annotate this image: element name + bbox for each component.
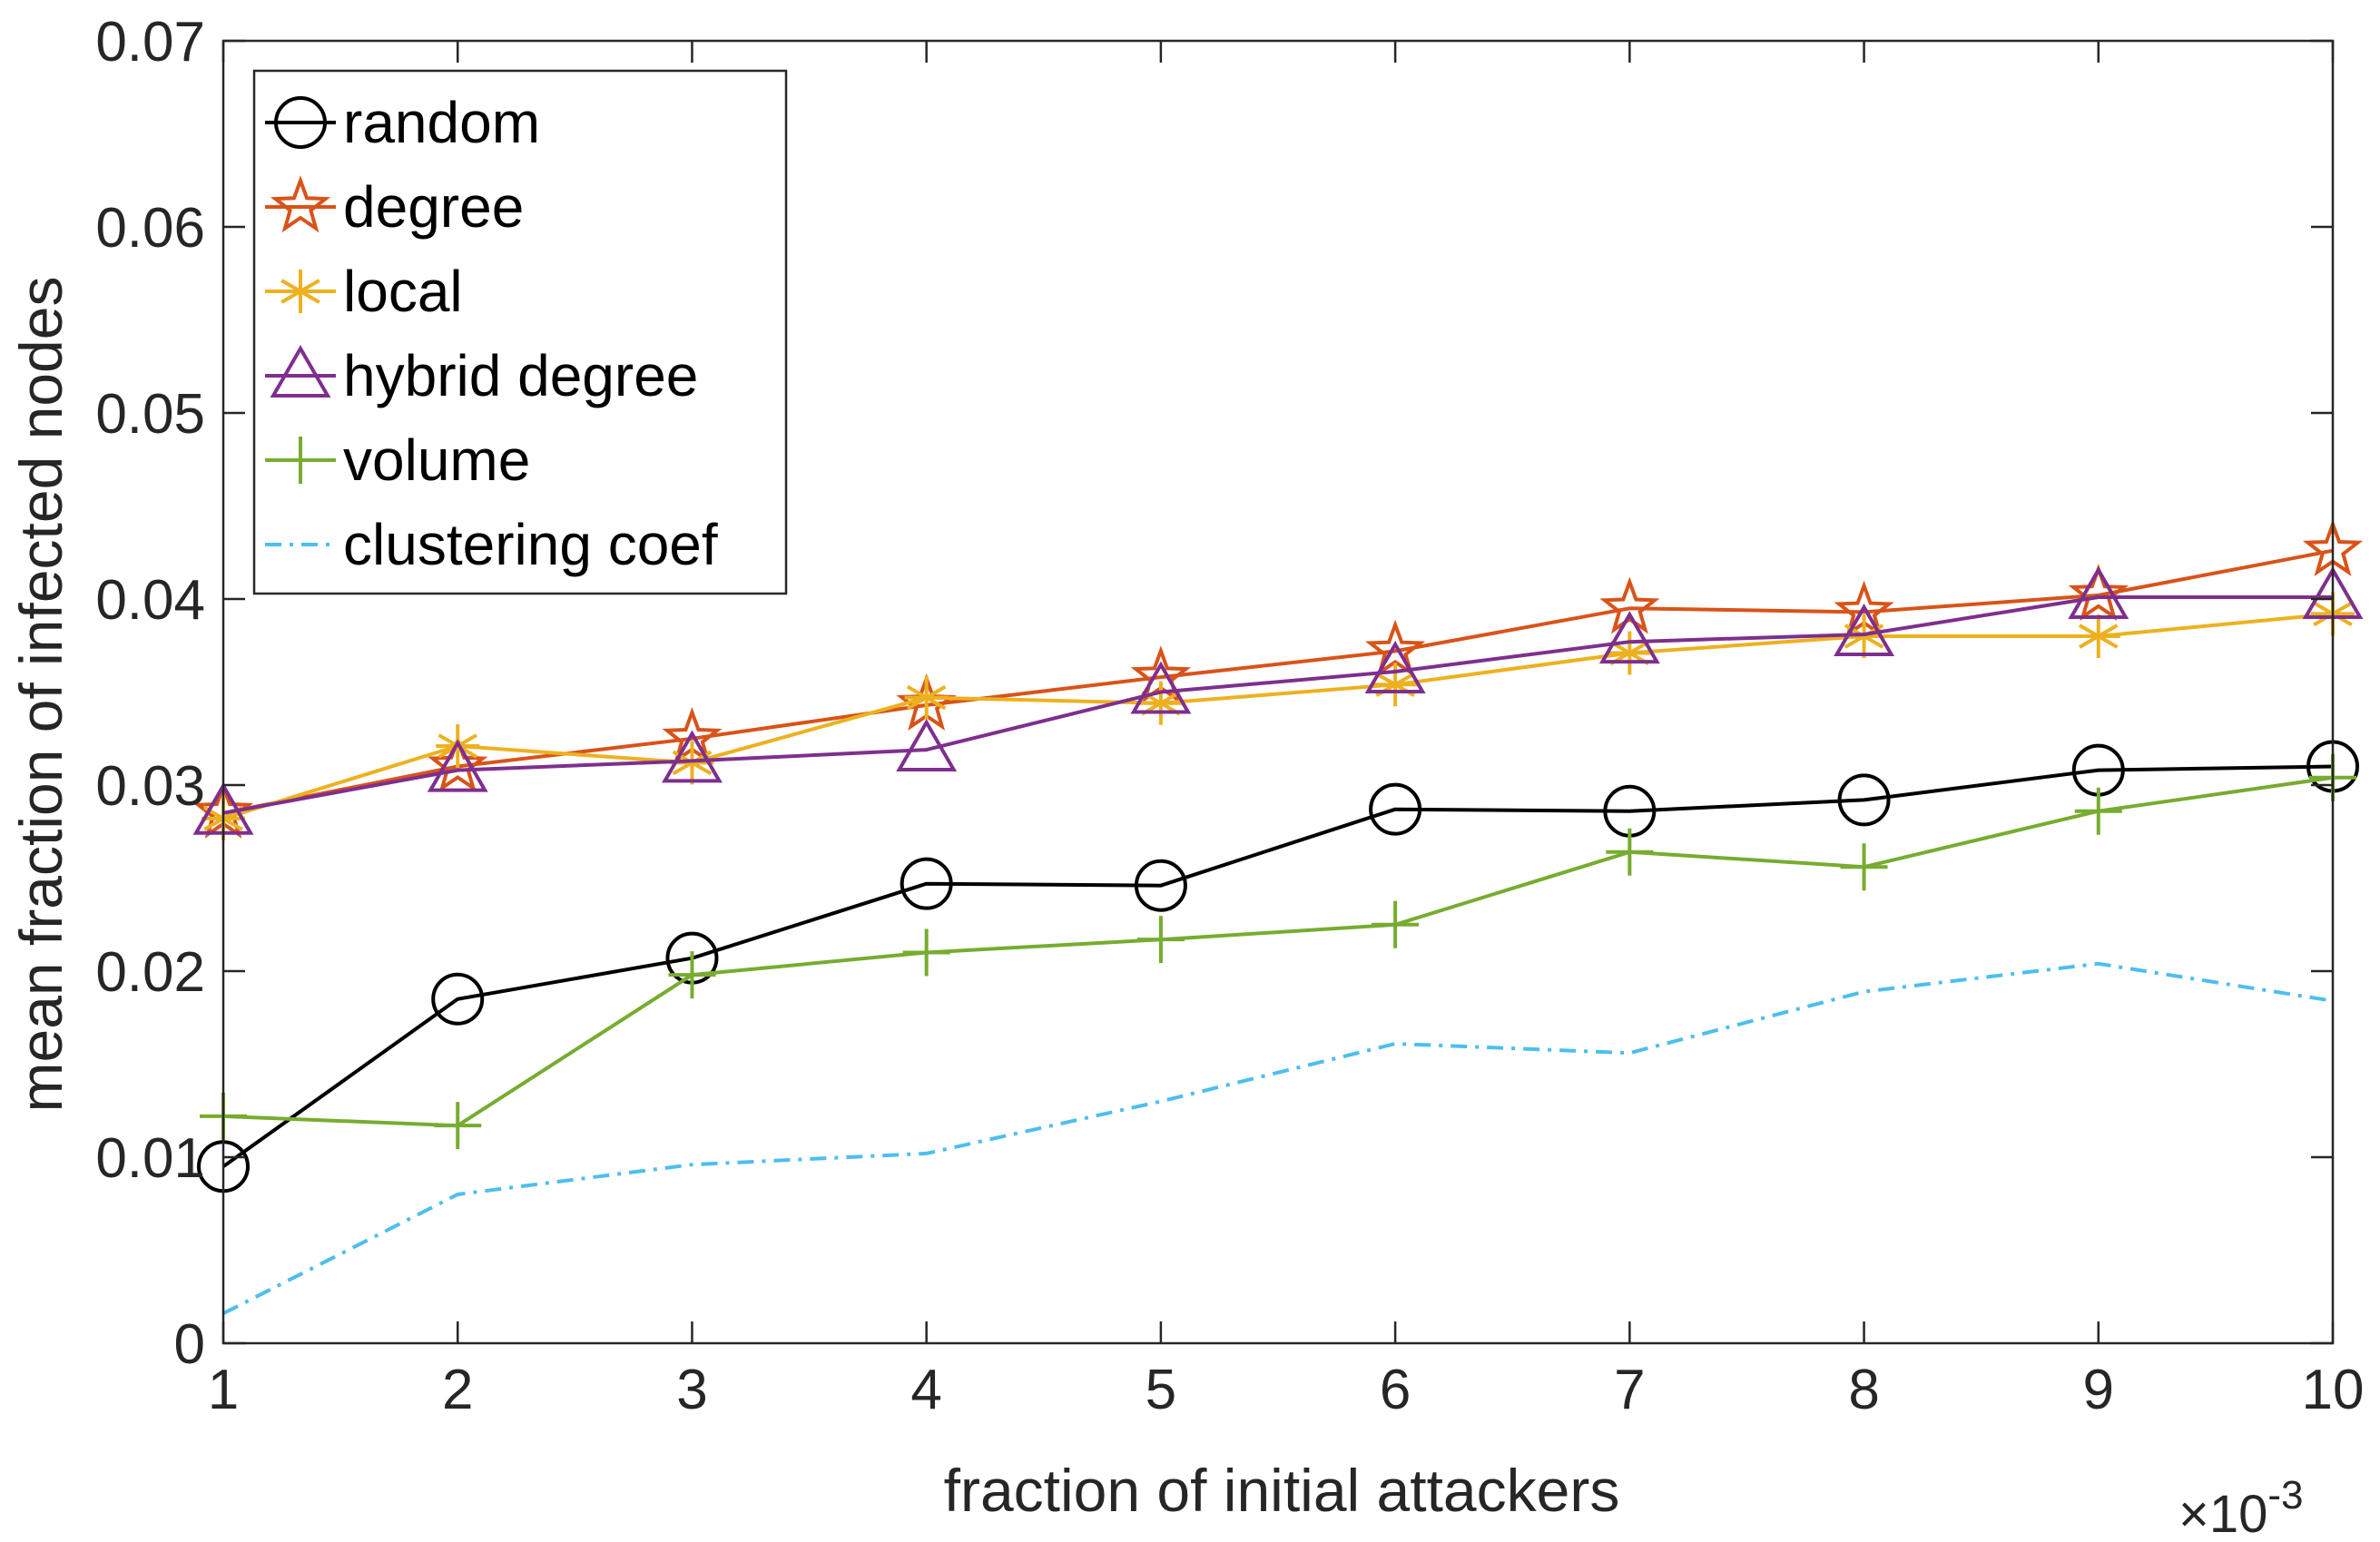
data-point-hybrid-degree bbox=[2068, 565, 2129, 619]
data-point-degree bbox=[2068, 564, 2129, 622]
legend-item-local: local bbox=[265, 259, 463, 324]
series-line-volume bbox=[222, 775, 2334, 1128]
series-line-hybrid-degree bbox=[222, 595, 2333, 815]
data-point-volume bbox=[2074, 787, 2122, 835]
y-tick-label: 0.07 bbox=[95, 11, 205, 74]
data-point-local bbox=[904, 675, 949, 720]
data-point-degree bbox=[1599, 576, 1660, 634]
series-line-local bbox=[222, 612, 2334, 820]
legend-item-volume: volume bbox=[265, 427, 530, 493]
x-tick-label: 2 bbox=[442, 1359, 473, 1421]
legend-box bbox=[252, 69, 788, 595]
data-point-degree bbox=[1364, 619, 1426, 677]
x-tick-label: 6 bbox=[1380, 1359, 1411, 1421]
legend-item-clustering-coef: clustering coef bbox=[265, 512, 718, 577]
legend-label: hybrid degree bbox=[343, 343, 698, 408]
data-point-local bbox=[2076, 614, 2120, 658]
x-axis-multiplier: ×10-3 bbox=[2178, 1473, 2304, 1537]
y-tick-label: 0.05 bbox=[95, 383, 205, 446]
x-axis-label: fraction of initial attackers bbox=[944, 1457, 1620, 1524]
series-clustering-coef bbox=[222, 961, 2334, 1315]
data-point-volume bbox=[1840, 843, 1888, 891]
data-point-random bbox=[431, 972, 485, 1026]
legend-marker bbox=[270, 344, 331, 398]
y-tick-label: 0.01 bbox=[95, 1127, 205, 1190]
y-tick-label: 0.04 bbox=[95, 569, 205, 632]
y-axis-label: mean fraction of infected nodes bbox=[7, 277, 74, 1113]
series-hybrid-degree bbox=[192, 565, 2364, 835]
y-tick-label: 0 bbox=[174, 1313, 205, 1376]
x-tick-label: 1 bbox=[208, 1359, 239, 1421]
legend-marker bbox=[274, 96, 327, 149]
legend-marker bbox=[279, 270, 322, 313]
x-multiplier-base: ×10 bbox=[2178, 1485, 2267, 1537]
x-tick-label: 9 bbox=[2083, 1359, 2114, 1421]
data-point-random bbox=[1369, 782, 1422, 836]
y-tick-label: 0.06 bbox=[95, 197, 205, 260]
x-tick-label: 4 bbox=[910, 1359, 941, 1421]
data-point-volume bbox=[902, 928, 950, 977]
legend-label: random bbox=[343, 90, 540, 155]
legend-marker bbox=[270, 175, 331, 233]
legend-label: volume bbox=[343, 427, 530, 493]
data-point-hybrid-degree bbox=[1834, 603, 1895, 656]
legend-item-random: random bbox=[265, 90, 540, 155]
legend-label: clustering coef bbox=[343, 512, 718, 577]
data-point-hybrid-degree bbox=[1364, 640, 1426, 693]
x-tick-label: 10 bbox=[2302, 1359, 2365, 1421]
legend-label: degree bbox=[343, 174, 524, 240]
data-point-hybrid-degree bbox=[661, 730, 723, 783]
y-tick-label: 0.03 bbox=[95, 755, 205, 818]
data-point-random bbox=[1837, 773, 1891, 827]
series-layer bbox=[192, 518, 2364, 1315]
series-line-clustering-coef bbox=[222, 961, 2334, 1315]
x-tick-label: 5 bbox=[1146, 1359, 1176, 1421]
y-tick-label: 0.02 bbox=[95, 941, 205, 1004]
x-multiplier-exponent: -3 bbox=[2267, 1473, 2303, 1517]
data-point-random bbox=[900, 857, 953, 910]
legend-label: local bbox=[343, 259, 463, 324]
data-point-hybrid-degree bbox=[896, 719, 958, 772]
x-tick-label: 7 bbox=[1614, 1359, 1645, 1421]
legend-item-hybrid-degree: hybrid degree bbox=[265, 343, 698, 408]
axes-box bbox=[221, 39, 2335, 1345]
data-point-volume bbox=[1136, 916, 1185, 964]
legend-marker bbox=[277, 437, 324, 484]
data-point-volume bbox=[1606, 828, 1654, 876]
x-tick-label: 3 bbox=[676, 1359, 707, 1421]
data-point-hybrid-degree bbox=[1598, 611, 1660, 664]
data-point-degree bbox=[428, 734, 488, 792]
series-line-random bbox=[221, 764, 2334, 1168]
data-point-volume bbox=[434, 1102, 482, 1150]
legend: random degree local hybrid degree volume clus… bbox=[252, 69, 788, 595]
legend-item-degree: degree bbox=[265, 174, 524, 240]
data-point-volume bbox=[668, 951, 716, 999]
x-tick-label: 8 bbox=[1848, 1359, 1879, 1421]
data-point-volume bbox=[1372, 900, 1420, 948]
series-line-degree bbox=[222, 548, 2334, 815]
data-point-hybrid-degree bbox=[1130, 661, 1192, 714]
data-point-hybrid-degree bbox=[427, 739, 488, 792]
axes-layer: 1 2 3 4 5 6 7 8 9 10 0 0.01 0.02 0.03 0.04 0.05 0.06 0.07 bbox=[95, 11, 2364, 1421]
data-point-random bbox=[1134, 859, 1187, 912]
